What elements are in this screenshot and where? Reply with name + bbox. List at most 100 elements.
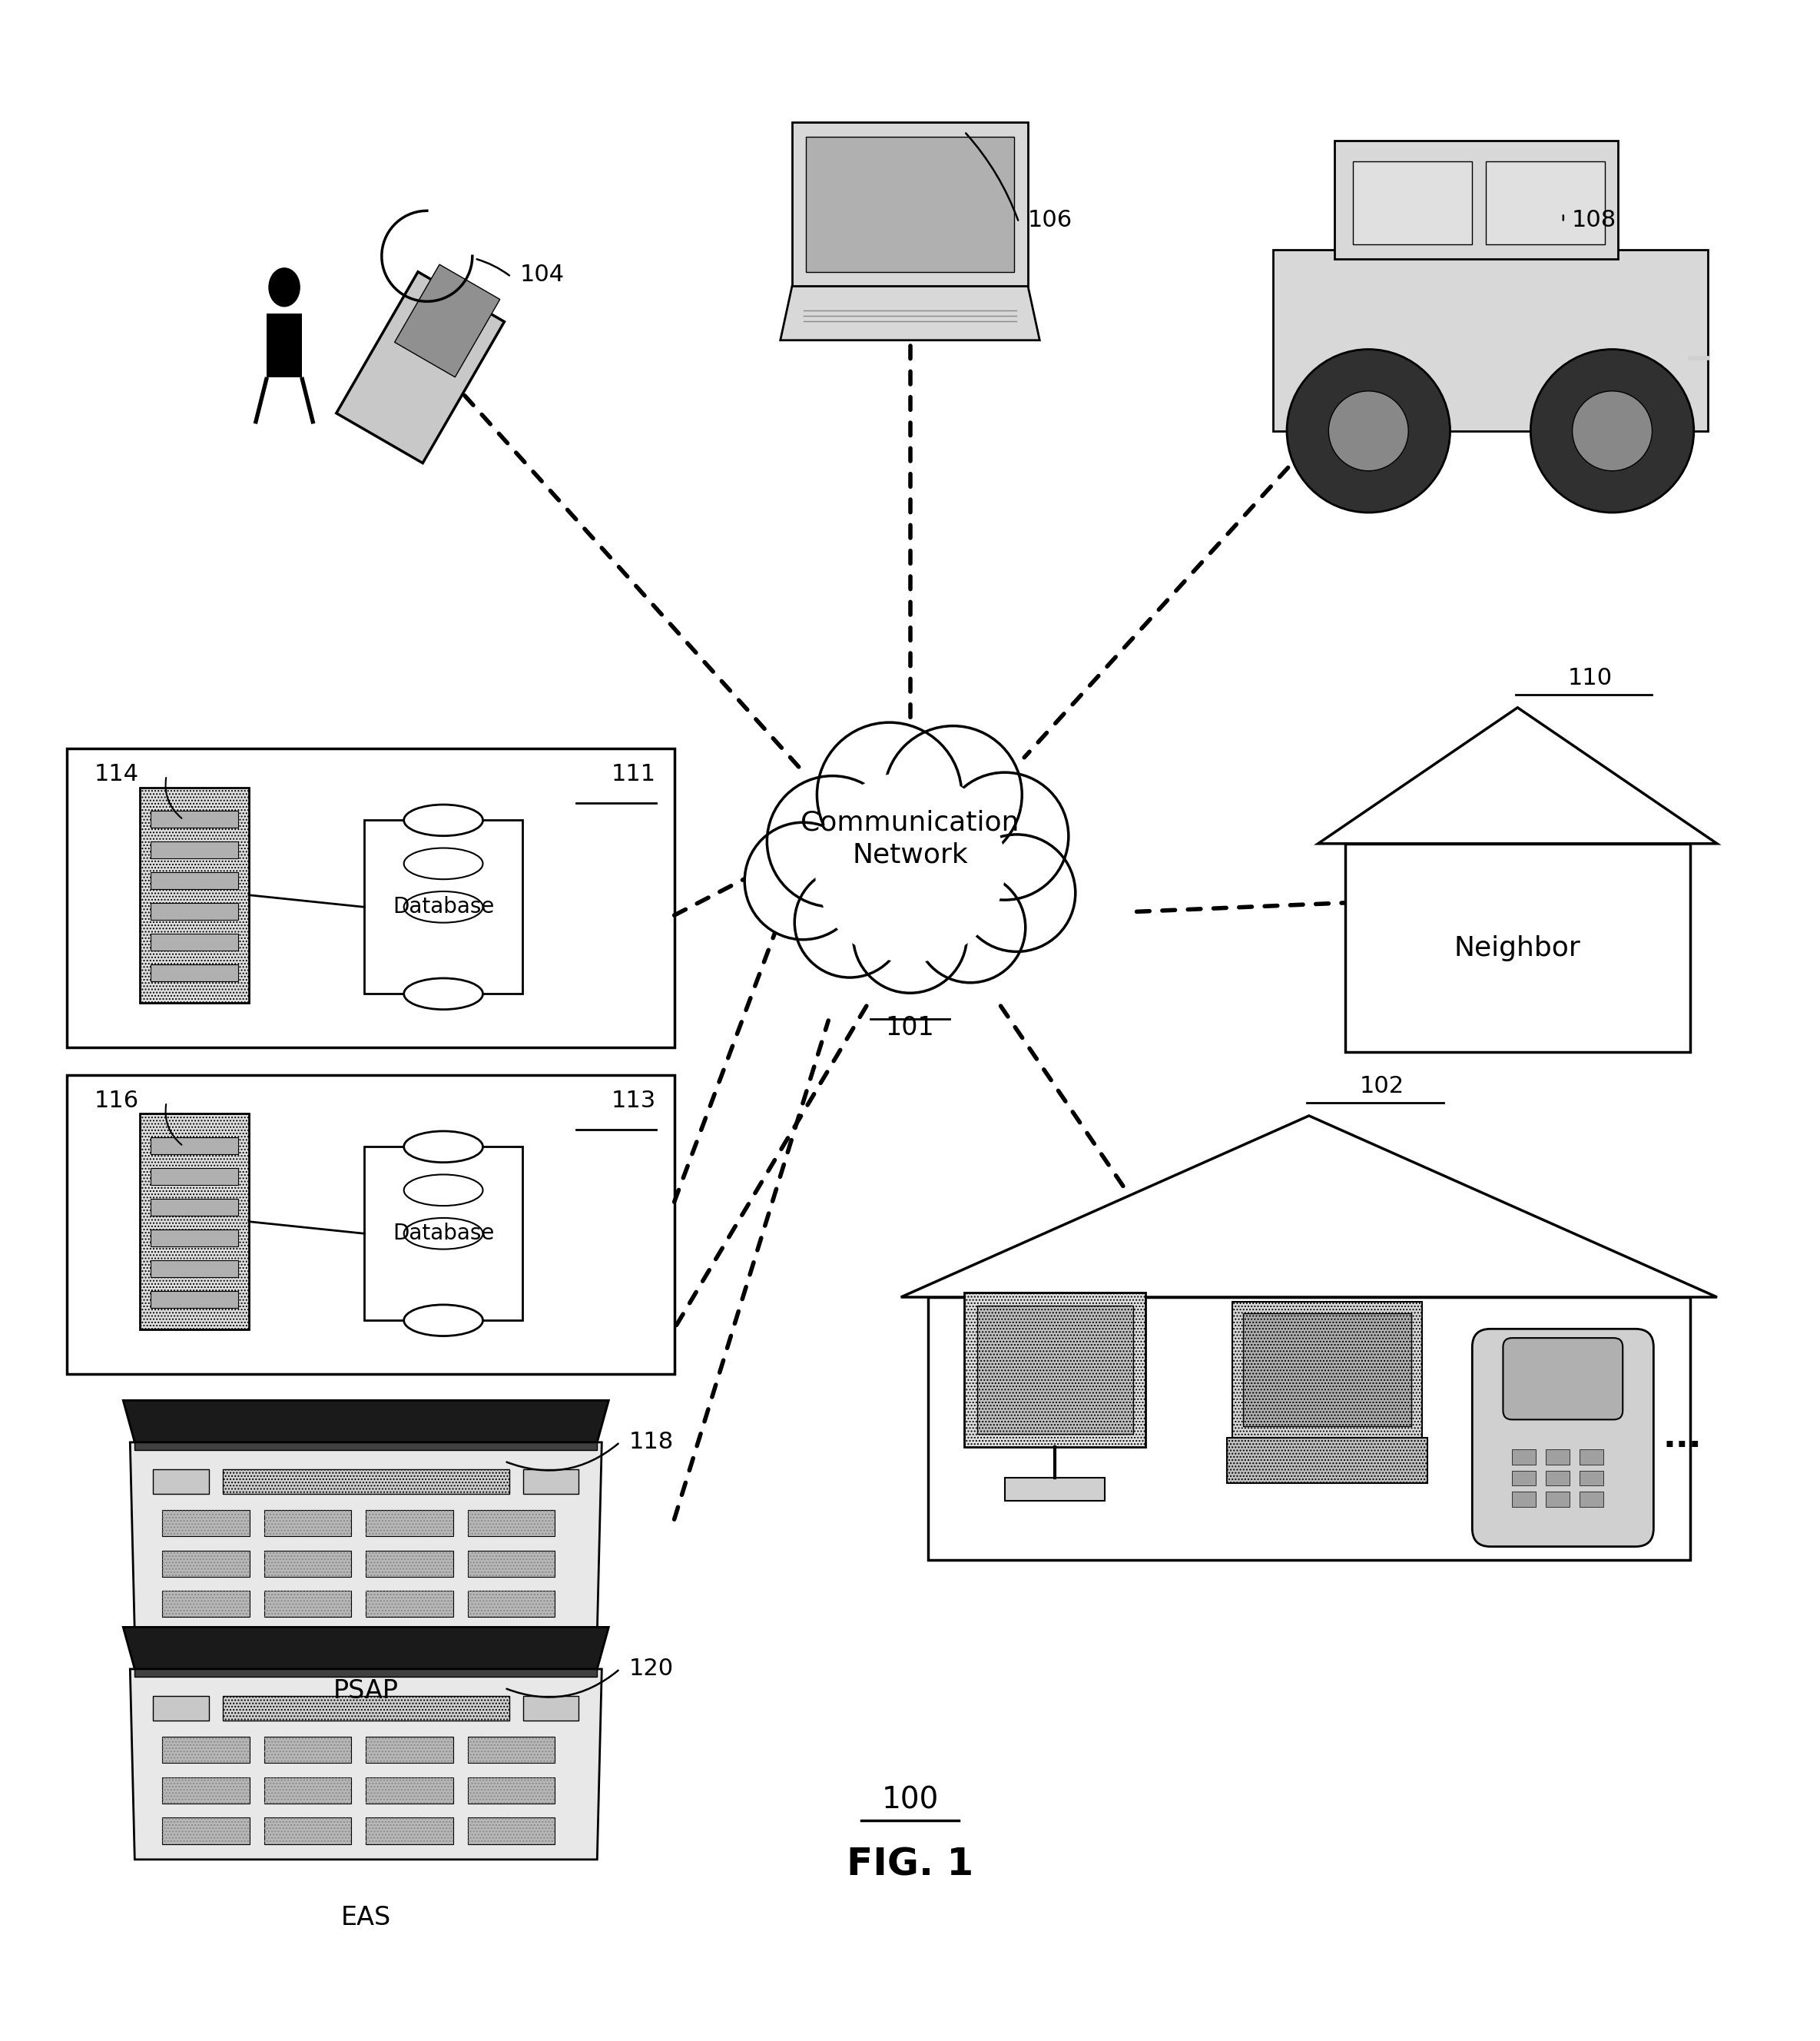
Bar (151, 1137, 238, 1153)
Bar (162, 1737, 249, 1763)
Polygon shape (781, 286, 1039, 341)
Text: 108: 108 (1572, 208, 1616, 231)
Text: FIG. 1: FIG. 1 (846, 1845, 974, 1882)
Bar (468, 1510, 555, 1537)
Bar (151, 963, 238, 982)
Bar (67, 749, 673, 1047)
Polygon shape (129, 1443, 602, 1633)
Bar (264, 1551, 351, 1576)
Bar (1512, 1449, 1536, 1463)
Bar (151, 1198, 238, 1216)
Text: 116: 116 (95, 1090, 138, 1112)
Bar (1005, 1478, 1105, 1500)
Ellipse shape (404, 804, 482, 837)
Bar (264, 1819, 351, 1843)
Polygon shape (901, 1116, 1716, 1298)
FancyBboxPatch shape (1472, 1329, 1654, 1547)
Bar (162, 1510, 249, 1537)
Circle shape (817, 723, 961, 867)
Text: 113: 113 (612, 1090, 655, 1112)
Bar (1512, 1492, 1536, 1506)
Bar (468, 1778, 555, 1804)
Bar (522, 1470, 579, 1494)
Bar (977, 1306, 1134, 1435)
Bar (151, 841, 238, 857)
Bar (162, 1819, 249, 1843)
Circle shape (1572, 392, 1653, 471)
Circle shape (744, 823, 861, 939)
Bar (1272, 249, 1707, 431)
Text: 101: 101 (886, 1014, 934, 1041)
Bar (468, 1510, 555, 1537)
Bar (468, 1590, 555, 1616)
Bar (151, 1290, 238, 1308)
Ellipse shape (404, 1304, 482, 1337)
Bar (366, 1737, 453, 1763)
Text: 114: 114 (95, 763, 138, 786)
Bar (364, 1147, 522, 1321)
Bar (162, 1778, 249, 1804)
Bar (151, 902, 238, 920)
Circle shape (941, 771, 1068, 900)
Bar (366, 1590, 453, 1616)
Circle shape (1329, 392, 1409, 471)
Text: ...: ... (1663, 1421, 1702, 1455)
Polygon shape (124, 1627, 608, 1670)
Bar (1512, 1472, 1536, 1486)
Bar (1232, 1302, 1423, 1437)
Bar (468, 1819, 555, 1843)
Bar (806, 137, 1014, 271)
Bar (1334, 141, 1618, 259)
Bar (151, 1259, 238, 1278)
Bar (162, 1551, 249, 1576)
Bar (264, 1510, 351, 1537)
Text: 110: 110 (1567, 667, 1613, 690)
Circle shape (766, 776, 897, 906)
Bar (366, 1778, 453, 1804)
Bar (1580, 1492, 1603, 1506)
Bar (1545, 1449, 1569, 1463)
Bar (366, 1778, 453, 1804)
Bar (264, 1778, 351, 1804)
Bar (162, 1590, 249, 1616)
Bar (366, 1551, 453, 1576)
Bar (151, 810, 238, 827)
Text: Neighbor: Neighbor (1454, 935, 1582, 961)
Bar (366, 1737, 453, 1763)
Bar (162, 1778, 249, 1804)
Text: 118: 118 (630, 1431, 673, 1453)
Circle shape (854, 880, 966, 994)
Bar (965, 1292, 1147, 1447)
Bar (140, 1114, 249, 1329)
Bar (468, 1778, 555, 1804)
Text: 111: 111 (612, 763, 655, 786)
Bar (928, 1298, 1689, 1559)
Bar (162, 1590, 249, 1616)
Bar (468, 1551, 555, 1576)
Bar (1580, 1472, 1603, 1486)
Circle shape (885, 727, 1023, 863)
Circle shape (1287, 349, 1451, 512)
Bar (366, 1510, 453, 1537)
Bar (162, 1510, 249, 1537)
Bar (1485, 161, 1605, 245)
Bar (1545, 1492, 1569, 1506)
Bar (222, 1470, 510, 1494)
Bar (1352, 161, 1472, 245)
Bar (792, 122, 1028, 286)
Circle shape (959, 835, 1076, 951)
Bar (366, 1510, 453, 1537)
Polygon shape (124, 1400, 608, 1443)
Bar (366, 1819, 453, 1843)
Text: 102: 102 (1360, 1076, 1403, 1098)
Bar (264, 1737, 351, 1763)
Bar (151, 1167, 238, 1184)
Bar (264, 1590, 351, 1616)
Bar (1243, 1312, 1410, 1427)
FancyBboxPatch shape (1503, 1339, 1623, 1421)
Bar (366, 1590, 453, 1616)
Bar (264, 1510, 351, 1537)
Text: Database: Database (393, 1223, 495, 1245)
Text: Communication
Network: Communication Network (801, 810, 1019, 867)
Circle shape (1531, 349, 1694, 512)
